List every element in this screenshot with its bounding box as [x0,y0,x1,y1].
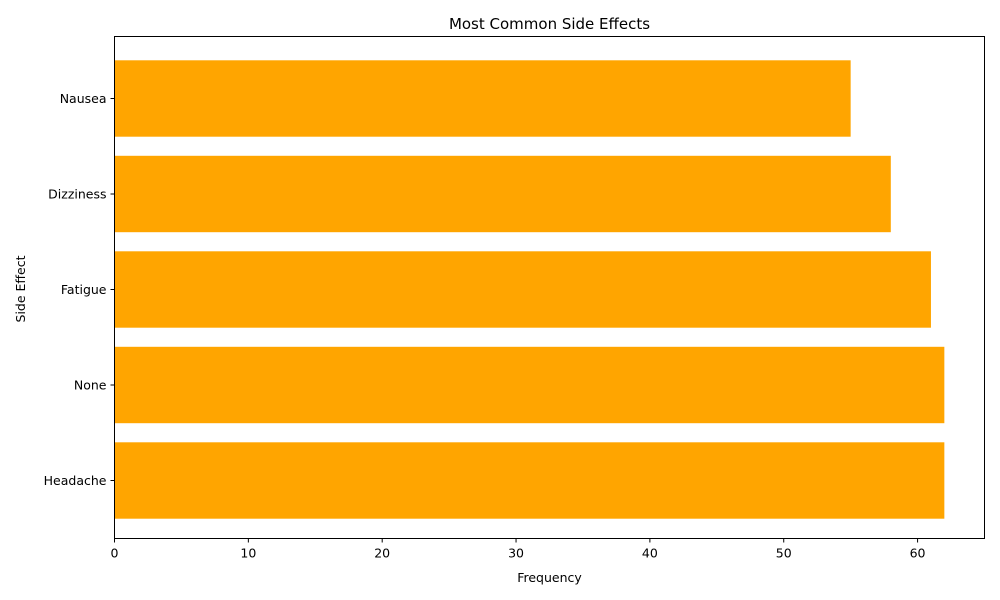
x-tick-label: 20 [374,546,390,561]
x-tick-label: 30 [508,546,524,561]
y-tick-label: Headache [44,473,107,488]
bar-fatigue [114,251,931,328]
x-tick-label: 50 [776,546,792,561]
y-tick-label: None [74,378,107,393]
bar-nausea [114,60,851,137]
bar-dizziness [114,155,891,233]
x-tick-label: 10 [240,546,256,561]
y-tick-label: Fatigue [61,282,107,297]
y-tick-label: Dizziness [48,187,106,202]
y-axis-label: Side Effect [13,255,28,322]
x-tick-label: 0 [111,546,119,561]
x-tick-label: 60 [910,546,926,561]
x-tick-label: 40 [642,546,658,561]
y-tick-label: Nausea [60,91,107,106]
x-axis-label: Frequency [517,570,582,585]
bars [114,60,945,519]
x-axis-ticks: 0 10 20 30 40 50 60 [111,538,926,561]
bar-none [114,346,945,424]
bar-headache [114,442,945,519]
chart-title: Most Common Side Effects [449,15,650,33]
plot-area-frame [114,36,985,539]
y-axis-ticks: Headache None Fatigue Dizziness Nausea [44,91,115,488]
